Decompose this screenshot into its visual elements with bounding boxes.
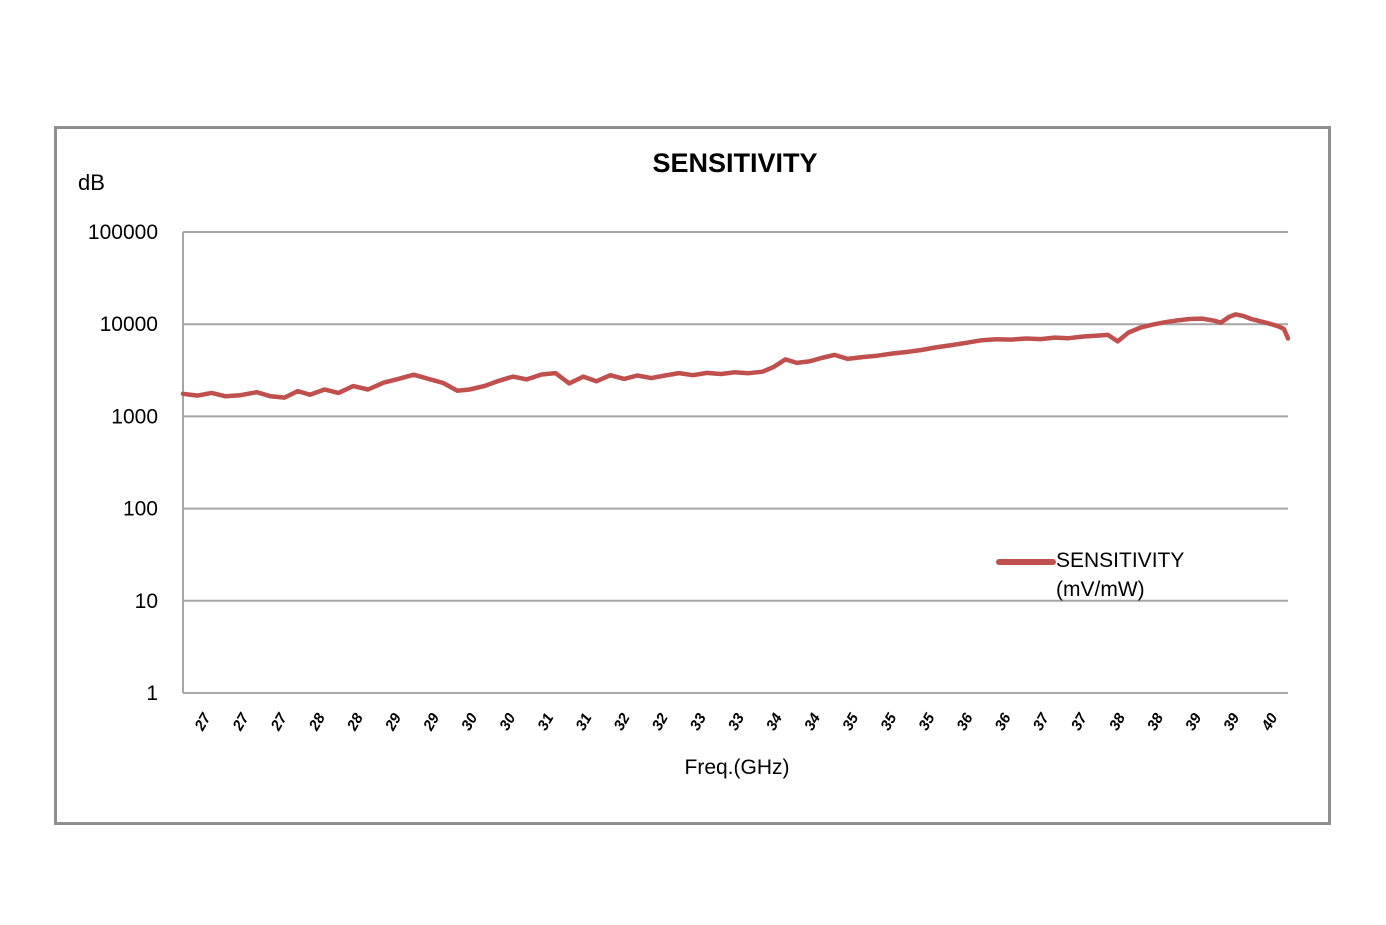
legend-label: SENSITIVITY (mV/mW) (1056, 546, 1184, 604)
chart-frame (54, 126, 1331, 825)
legend-label-line1: SENSITIVITY (1056, 549, 1185, 572)
chart-title: SENSITIVITY (652, 148, 818, 178)
x-axis-title: Freq.(GHz) (684, 756, 790, 779)
legend-label-line2: (mV/mW) (1056, 578, 1145, 601)
legend-series-swatch-icon (996, 559, 1056, 565)
y-axis-unit-label: dB (78, 170, 105, 195)
legend: SENSITIVITY (mV/mW) (996, 546, 1184, 604)
